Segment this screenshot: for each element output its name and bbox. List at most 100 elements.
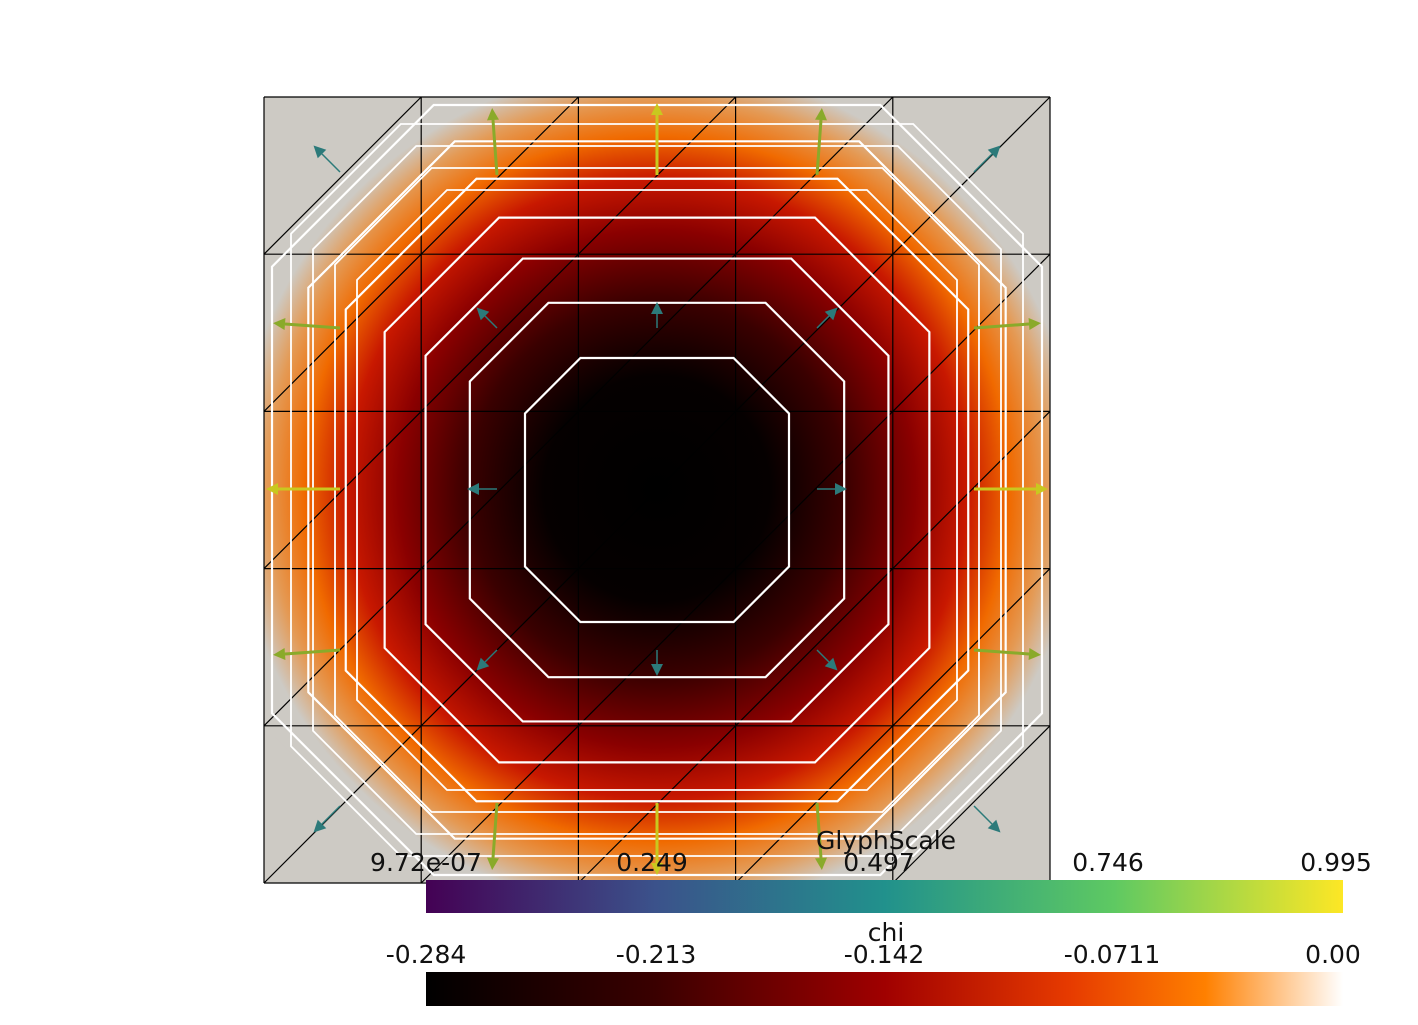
vector-glyph bbox=[266, 483, 340, 495]
glyph-shaft bbox=[491, 802, 499, 859]
glyph-head bbox=[476, 657, 490, 671]
glyph-head bbox=[987, 819, 1001, 833]
glyph-head bbox=[487, 108, 499, 121]
vector-glyph bbox=[651, 302, 663, 328]
glyph-shaft bbox=[815, 119, 823, 176]
vector-glyph bbox=[816, 307, 838, 329]
contour-line bbox=[334, 167, 980, 813]
glyph-shaft bbox=[321, 153, 341, 173]
glyph-shaft bbox=[815, 802, 823, 859]
vector-glyph bbox=[273, 318, 341, 330]
vector-glyph bbox=[651, 803, 663, 875]
glyph-head bbox=[313, 819, 327, 833]
glyphscale-tick-label: 0.746 bbox=[1072, 848, 1144, 877]
chi-legend-title: chi bbox=[867, 918, 905, 947]
glyph-shaft bbox=[484, 649, 498, 663]
glyph-shaft bbox=[284, 648, 341, 656]
mesh-diagonal bbox=[577, 568, 737, 727]
glyph-shaft bbox=[816, 315, 830, 329]
chi-tick-label: -0.0711 bbox=[1063, 940, 1161, 969]
chi-tick-label: 0.00 bbox=[1305, 940, 1361, 969]
vector-glyph bbox=[973, 318, 1041, 330]
glyph-shaft bbox=[816, 649, 830, 663]
glyph-shaft bbox=[321, 805, 341, 825]
glyph-head bbox=[651, 302, 663, 314]
mesh-diagonal bbox=[420, 410, 579, 570]
vector-glyph bbox=[273, 648, 341, 660]
glyphscale-tick-label: 0.249 bbox=[616, 848, 688, 877]
glyph-head bbox=[651, 863, 663, 875]
glyph-head bbox=[1028, 648, 1041, 660]
vector-glyph bbox=[973, 648, 1041, 660]
glyph-shaft bbox=[284, 322, 341, 330]
glyph-shaft bbox=[973, 153, 993, 173]
mesh-diagonal bbox=[420, 253, 579, 412]
mesh-diagonal bbox=[577, 410, 737, 570]
vector-glyph bbox=[974, 483, 1048, 495]
vector-glyph bbox=[476, 649, 498, 671]
vector-glyph bbox=[651, 650, 663, 676]
contour-line bbox=[344, 177, 970, 803]
glyph-shaft bbox=[973, 805, 993, 825]
vector-glyph bbox=[487, 108, 499, 176]
chi-colorbar bbox=[426, 972, 1343, 1006]
vector-glyph bbox=[817, 483, 847, 495]
contour-line bbox=[356, 189, 958, 791]
contour-line bbox=[383, 216, 931, 764]
glyphscale-colorbar bbox=[426, 880, 1343, 913]
glyph-head bbox=[313, 145, 327, 159]
glyph-shaft bbox=[973, 648, 1030, 656]
contour-line bbox=[523, 356, 791, 624]
glyph-head bbox=[651, 103, 663, 115]
vector-glyph bbox=[467, 483, 497, 495]
contour-line bbox=[290, 123, 1024, 857]
glyph-shaft bbox=[484, 315, 498, 329]
vector-glyph bbox=[313, 145, 341, 173]
contour-line bbox=[312, 145, 1002, 835]
mesh-grid bbox=[263, 96, 1051, 884]
mesh-diagonal bbox=[263, 725, 422, 884]
vector-glyph bbox=[816, 649, 838, 671]
glyph-head bbox=[1028, 318, 1041, 330]
glyph-shaft bbox=[491, 119, 499, 176]
glyph-head bbox=[273, 648, 286, 660]
glyphscale-tick-label: 0.497 bbox=[843, 848, 915, 877]
glyph-head bbox=[815, 857, 827, 870]
contour-line bbox=[424, 257, 890, 723]
vector-glyphs bbox=[266, 103, 1048, 875]
vector-glyph bbox=[476, 307, 498, 329]
glyph-head bbox=[266, 483, 278, 495]
glyph-head bbox=[987, 145, 1001, 159]
glyphscale-tick-label: 0.995 bbox=[1300, 848, 1372, 877]
chi-tick-label: -0.213 bbox=[615, 940, 697, 969]
glyph-shaft bbox=[973, 322, 1030, 330]
chi-tick-label: -0.284 bbox=[385, 940, 467, 969]
glyph-head bbox=[273, 318, 286, 330]
mesh-diagonal bbox=[263, 96, 422, 255]
vector-glyph bbox=[487, 802, 499, 870]
vector-glyph bbox=[815, 802, 827, 870]
chi-tick-label: -0.142 bbox=[843, 940, 925, 969]
mesh-diagonal bbox=[892, 96, 1051, 255]
glyph-head bbox=[835, 483, 847, 495]
glyph-head bbox=[824, 307, 838, 321]
glyphscale-tick-label: 9.72e-07 bbox=[370, 848, 482, 877]
mesh-diagonal bbox=[735, 568, 894, 727]
vector-glyph bbox=[973, 805, 1001, 833]
mesh-diagonal bbox=[577, 253, 737, 412]
glyph-head bbox=[476, 307, 490, 321]
glyph-head bbox=[1036, 483, 1048, 495]
glyph-head bbox=[824, 657, 838, 671]
vector-glyph bbox=[815, 108, 827, 176]
glyph-head bbox=[467, 483, 479, 495]
glyph-head bbox=[651, 664, 663, 676]
mesh-diagonal bbox=[892, 725, 1051, 884]
contour-line bbox=[468, 301, 846, 679]
glyph-head bbox=[487, 857, 499, 870]
contour-line bbox=[270, 103, 1044, 877]
glyphscale-legend-title: GlyphScale bbox=[815, 826, 957, 855]
mesh-diagonal bbox=[735, 410, 894, 570]
glyph-head bbox=[815, 108, 827, 121]
vector-glyph bbox=[973, 145, 1001, 173]
